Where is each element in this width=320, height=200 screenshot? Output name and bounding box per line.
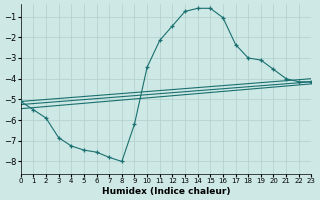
X-axis label: Humidex (Indice chaleur): Humidex (Indice chaleur) <box>102 187 230 196</box>
